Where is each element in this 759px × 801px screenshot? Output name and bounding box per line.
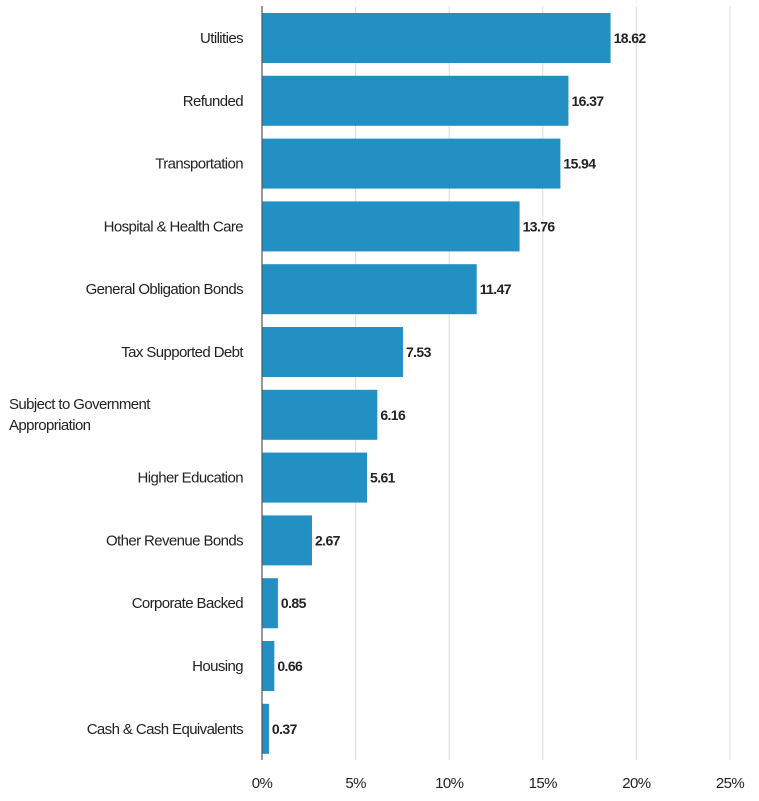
bar: [262, 515, 312, 566]
x-tick-label: 20%: [622, 775, 650, 792]
category-label: Other Revenue Bonds: [106, 532, 243, 549]
category-label: Refunded: [183, 93, 244, 110]
data-label: 11.47: [480, 281, 512, 297]
data-label: 0.85: [281, 595, 307, 611]
category-label: Cash & Cash Equivalents: [87, 721, 243, 738]
bar: [262, 13, 611, 63]
bar: [262, 201, 520, 252]
bar: [262, 703, 269, 754]
data-label: 15.94: [563, 156, 596, 172]
bar: [262, 75, 569, 126]
category-label: Appropriation: [9, 417, 91, 434]
x-tick-label: 25%: [716, 775, 744, 792]
category-label: Housing: [192, 658, 243, 675]
data-label: 0.66: [277, 658, 303, 674]
category-label: Corporate Backed: [132, 595, 244, 612]
bar: [262, 578, 278, 629]
x-tick-label: 15%: [529, 775, 557, 792]
data-label: 13.76: [523, 218, 556, 234]
x-tick-label: 0%: [252, 775, 273, 792]
category-label: Higher Education: [138, 470, 244, 487]
category-label: Utilities: [200, 30, 243, 47]
x-axis-ticks: 0% 5% 10% 15% 20% 25%: [252, 775, 745, 792]
data-label: 0.37: [272, 721, 298, 737]
data-label: 16.37: [571, 93, 604, 109]
data-label: 18.62: [614, 30, 647, 46]
data-label: 6.16: [380, 407, 406, 423]
category-label: Transportation: [155, 156, 243, 173]
data-label: 5.61: [370, 470, 396, 486]
bar: [262, 138, 561, 189]
bar: [262, 452, 368, 503]
bar: [262, 389, 378, 440]
value-labels: 18.62 16.37 15.94 13.76 11.47 7.53 6.16 5.61 2.6…: [272, 30, 647, 737]
bars: [262, 13, 611, 754]
bar: [262, 641, 275, 691]
bar: [262, 327, 403, 377]
data-label: 2.67: [315, 532, 341, 548]
bar: [262, 264, 477, 315]
category-label: Hospital & Health Care: [104, 218, 244, 235]
x-tick-label: 5%: [345, 775, 366, 792]
category-label: Subject to Government: [9, 396, 151, 413]
gridlines: [355, 6, 731, 760]
category-labels: Utilities Refunded Transportation Hospital …: [9, 30, 245, 738]
x-tick-label: 10%: [435, 775, 463, 792]
data-label: 7.53: [406, 344, 432, 360]
category-label: General Obligation Bonds: [86, 281, 243, 298]
category-label: Tax Supported Debt: [121, 344, 244, 361]
